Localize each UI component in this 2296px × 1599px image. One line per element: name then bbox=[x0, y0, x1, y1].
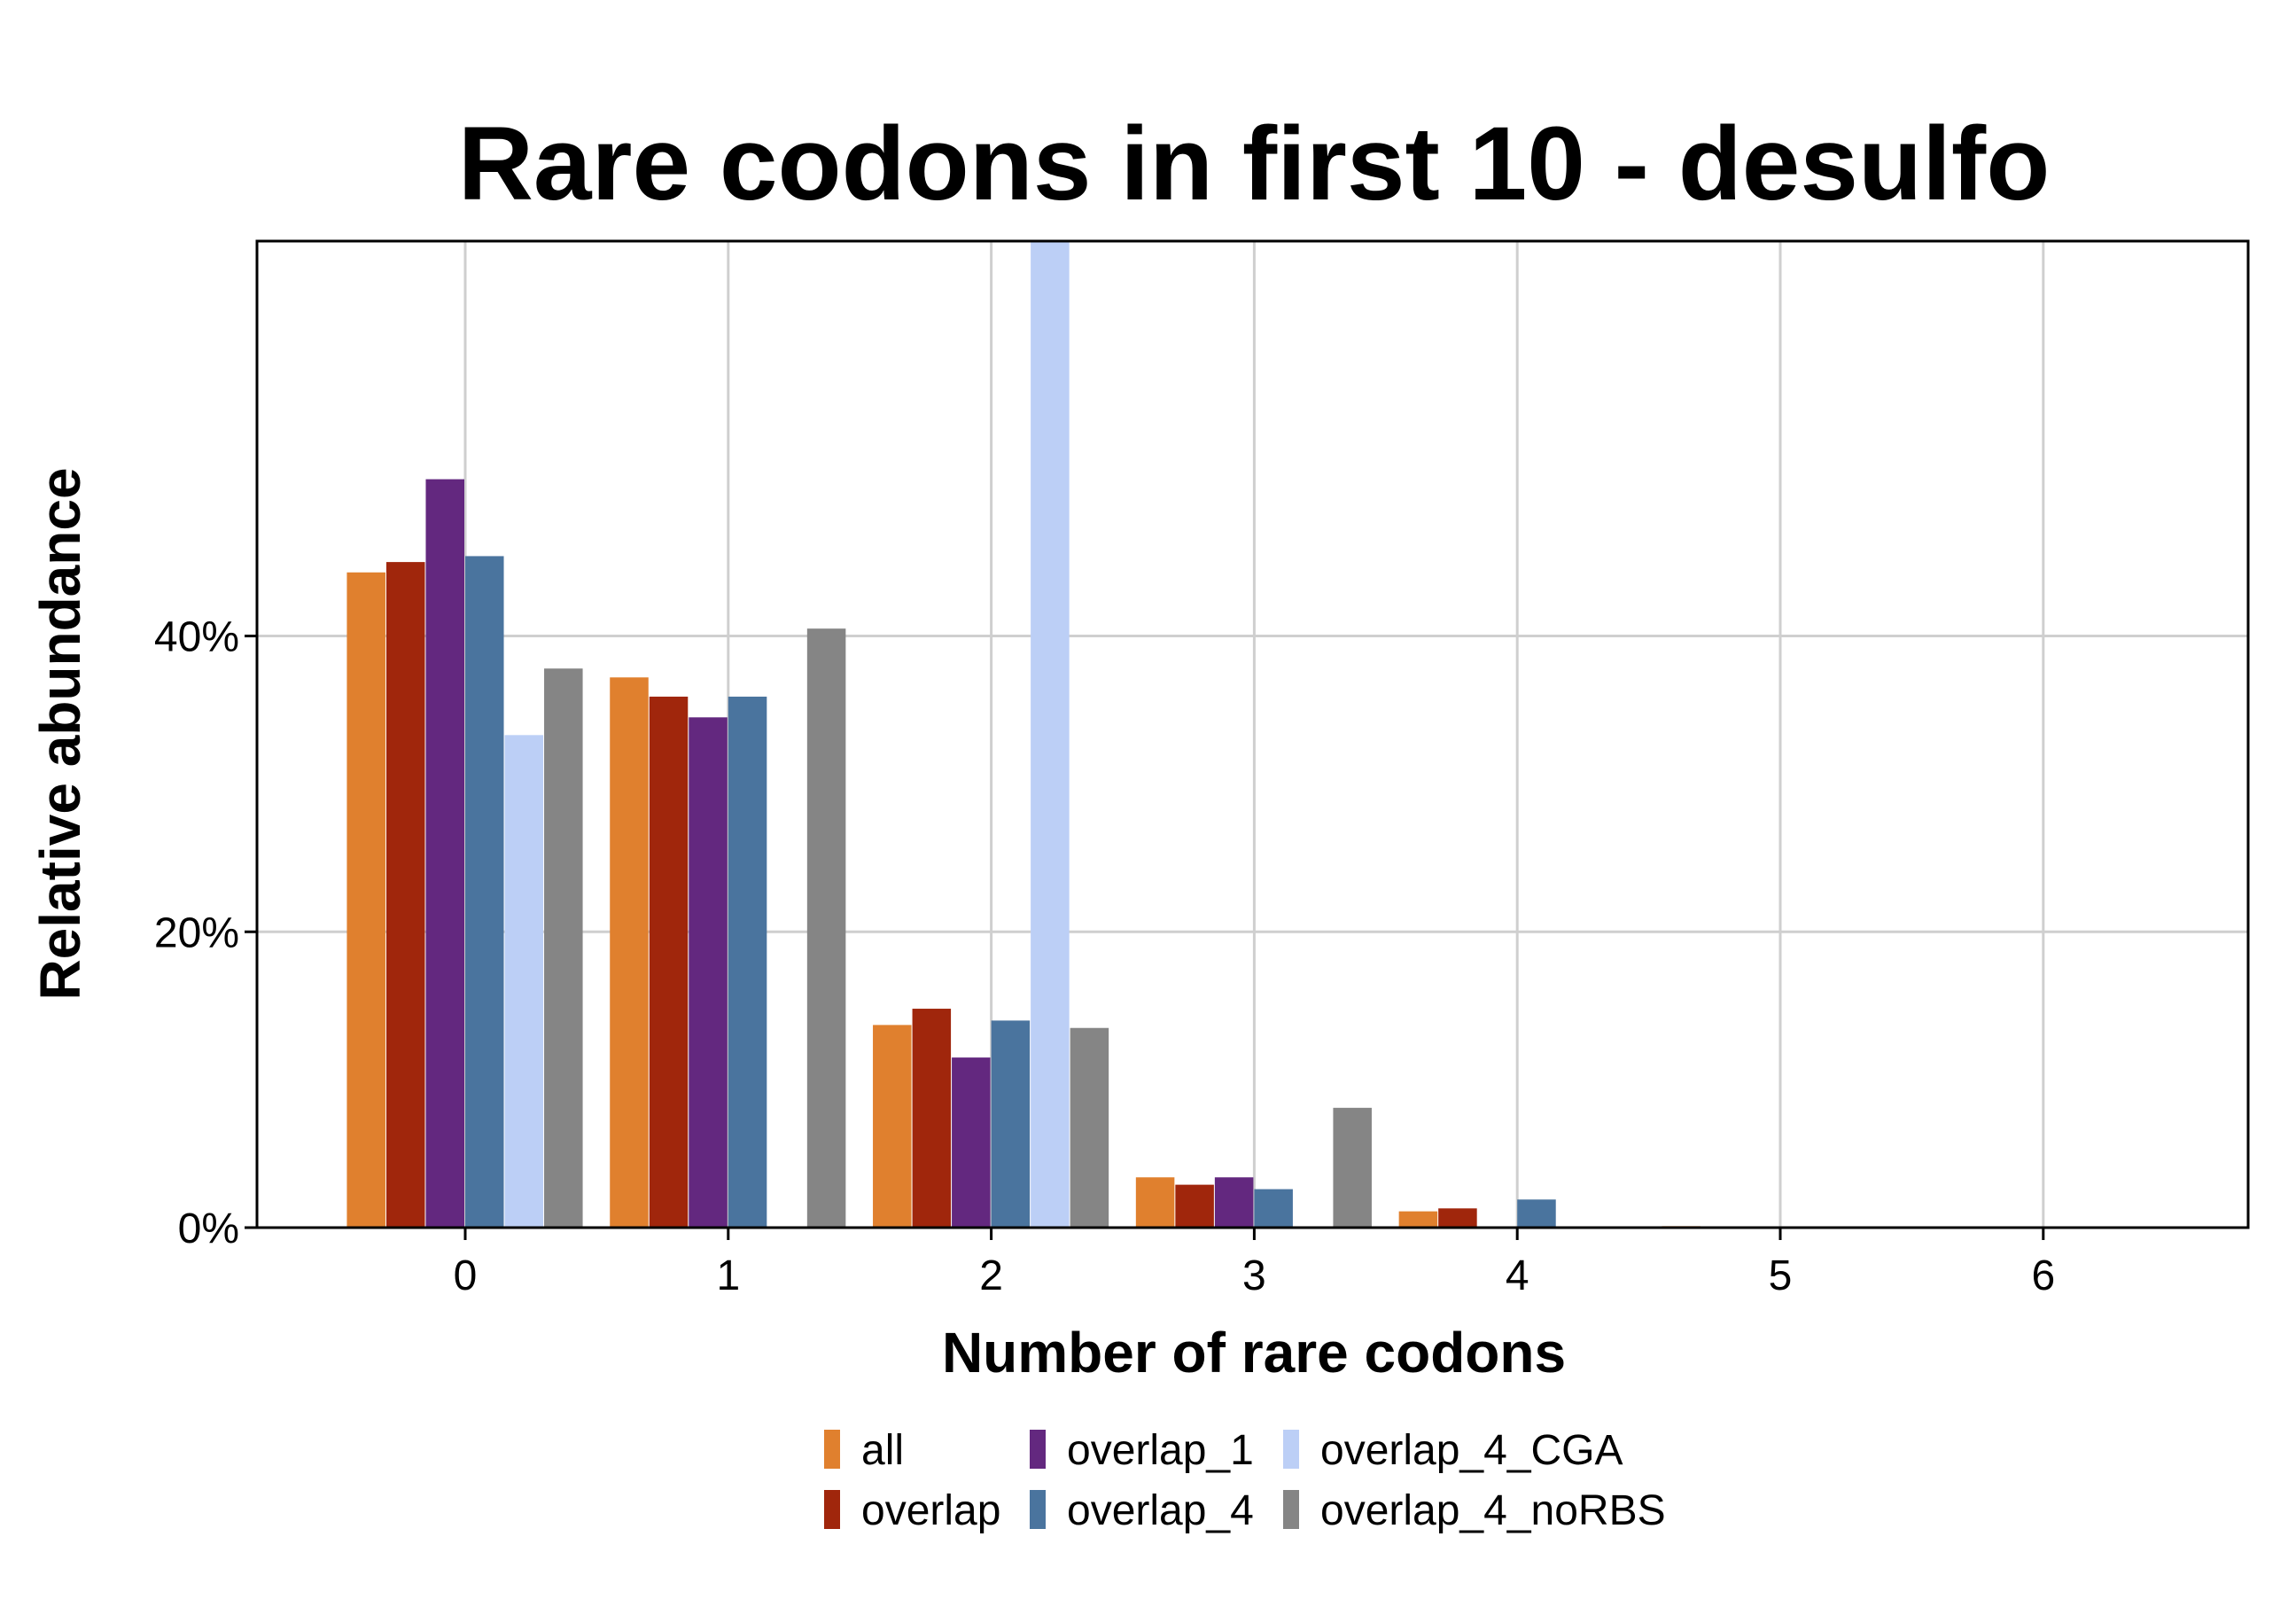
chart-title: Rare codons in first 10 - desulfo bbox=[458, 105, 2051, 222]
bar bbox=[991, 1020, 1031, 1228]
bar bbox=[544, 668, 583, 1228]
legend-label: overlap_4_CGA bbox=[1320, 1427, 1623, 1474]
bar bbox=[1135, 1177, 1175, 1228]
bars bbox=[346, 241, 1701, 1228]
bar bbox=[1398, 1211, 1438, 1228]
bar bbox=[689, 717, 728, 1228]
bar bbox=[873, 1025, 912, 1228]
bar bbox=[1214, 1177, 1254, 1228]
legend-swatch bbox=[1283, 1430, 1299, 1469]
legend-label: all bbox=[861, 1427, 904, 1474]
legend-label: overlap bbox=[861, 1487, 1000, 1534]
bar bbox=[465, 556, 504, 1228]
bar bbox=[952, 1057, 991, 1228]
bar bbox=[346, 572, 385, 1228]
legend-swatch bbox=[1283, 1490, 1299, 1529]
bar bbox=[1517, 1199, 1556, 1228]
x-tick-label: 5 bbox=[1769, 1252, 1793, 1299]
x-axis-title: Number of rare codons bbox=[942, 1321, 1566, 1384]
x-tick-label: 1 bbox=[716, 1252, 740, 1299]
y-tick-label: 0% bbox=[178, 1205, 239, 1252]
bar bbox=[425, 479, 464, 1228]
x-tick-label: 2 bbox=[979, 1252, 1003, 1299]
bar bbox=[649, 696, 689, 1228]
plot-frame bbox=[255, 239, 2250, 1229]
legend-swatch bbox=[1030, 1490, 1046, 1529]
y-tick-label: 40% bbox=[154, 614, 239, 661]
legend-swatch bbox=[824, 1490, 840, 1529]
legend-label: overlap_1 bbox=[1067, 1427, 1254, 1474]
y-tick-label: 20% bbox=[154, 909, 239, 956]
x-tick-label: 6 bbox=[2031, 1252, 2055, 1299]
bar bbox=[1175, 1184, 1214, 1228]
bar bbox=[1254, 1189, 1293, 1228]
legend: all overlap overlap_1 overlap_4 overlap_4_CG… bbox=[824, 1427, 1666, 1534]
bar bbox=[1438, 1208, 1477, 1228]
legend-swatch bbox=[824, 1430, 840, 1469]
x-tick-label: 3 bbox=[1242, 1252, 1266, 1299]
legend-label: overlap_4 bbox=[1067, 1487, 1254, 1534]
grid bbox=[257, 241, 2248, 1228]
x-tick-label: 4 bbox=[1506, 1252, 1529, 1299]
bar bbox=[610, 677, 649, 1228]
x-tick-label: 0 bbox=[454, 1252, 478, 1299]
legend-label: overlap_4_noRBS bbox=[1320, 1487, 1666, 1534]
bar bbox=[912, 1009, 952, 1228]
legend-swatch bbox=[1030, 1430, 1046, 1469]
bar bbox=[385, 562, 425, 1228]
y-axis: 0% 20% 40% bbox=[154, 614, 257, 1252]
bar bbox=[728, 696, 767, 1228]
x-axis: 0 1 2 3 4 5 6 bbox=[454, 1228, 2055, 1299]
bar bbox=[1070, 1027, 1109, 1228]
y-axis-title: Relative abundance bbox=[28, 467, 92, 1000]
bar bbox=[1333, 1107, 1372, 1228]
bar bbox=[504, 735, 544, 1228]
bar bbox=[1031, 241, 1070, 1228]
bar bbox=[806, 628, 846, 1228]
